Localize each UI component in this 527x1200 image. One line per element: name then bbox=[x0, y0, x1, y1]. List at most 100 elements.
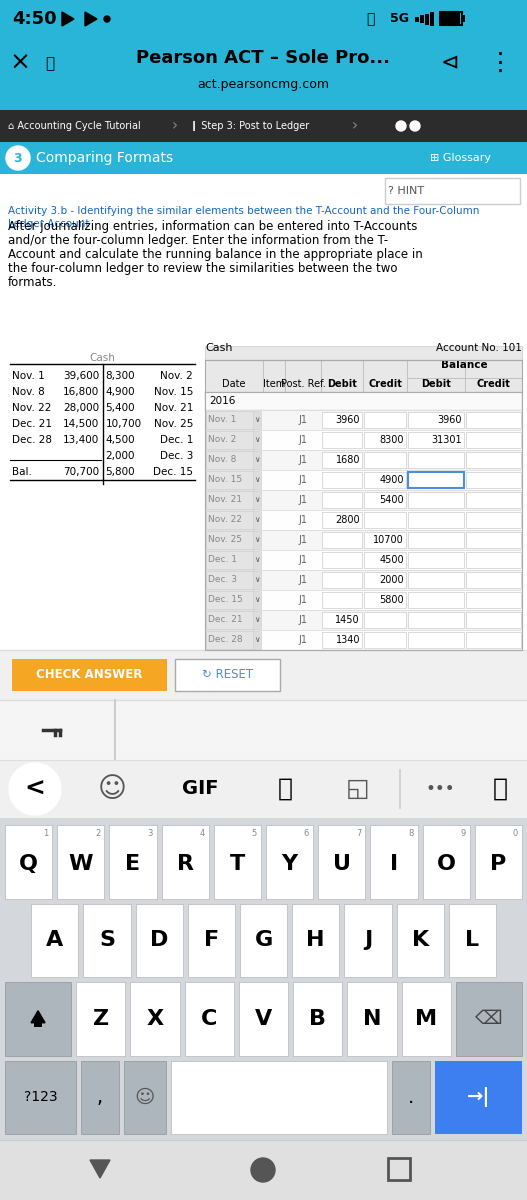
Bar bbox=[408, 512, 464, 528]
Circle shape bbox=[410, 121, 420, 131]
Bar bbox=[364, 432, 406, 448]
Text: 4500: 4500 bbox=[379, 554, 404, 565]
Text: Dec. 21: Dec. 21 bbox=[208, 616, 242, 624]
Bar bbox=[322, 432, 362, 448]
Text: Q: Q bbox=[19, 853, 38, 874]
Text: J1: J1 bbox=[298, 595, 307, 605]
Bar bbox=[364, 512, 406, 528]
Bar bbox=[253, 571, 261, 589]
Text: 8,300: 8,300 bbox=[105, 371, 135, 382]
Bar bbox=[322, 552, 362, 568]
Text: Dec. 28: Dec. 28 bbox=[12, 434, 52, 445]
Bar bbox=[266, 826, 313, 899]
Text: W: W bbox=[69, 853, 93, 874]
Text: .: . bbox=[408, 1087, 414, 1106]
Bar bbox=[423, 826, 470, 899]
Bar bbox=[462, 14, 465, 22]
Text: 70,700: 70,700 bbox=[63, 467, 100, 476]
Bar bbox=[322, 572, 362, 588]
Circle shape bbox=[104, 16, 110, 22]
Text: 5400: 5400 bbox=[379, 494, 404, 505]
Bar bbox=[253, 551, 261, 569]
Bar bbox=[322, 492, 362, 508]
Bar bbox=[206, 571, 254, 589]
Bar bbox=[253, 470, 261, 490]
Bar bbox=[430, 12, 434, 26]
Bar bbox=[420, 14, 424, 23]
Bar bbox=[135, 904, 183, 977]
Bar bbox=[456, 982, 522, 1056]
Bar bbox=[205, 490, 522, 510]
Bar bbox=[206, 410, 254, 428]
Bar bbox=[408, 532, 464, 548]
Bar bbox=[293, 982, 343, 1056]
Text: 7: 7 bbox=[356, 829, 362, 838]
Polygon shape bbox=[90, 1160, 110, 1178]
Text: Bal.: Bal. bbox=[12, 467, 32, 476]
Text: ↻ RESET: ↻ RESET bbox=[202, 668, 253, 682]
Bar bbox=[344, 904, 392, 977]
Text: Dec. 15: Dec. 15 bbox=[208, 595, 243, 605]
Bar bbox=[253, 491, 261, 509]
Bar bbox=[206, 590, 254, 608]
Text: 3960: 3960 bbox=[336, 415, 360, 425]
Text: Credit: Credit bbox=[368, 379, 402, 389]
Text: ∨: ∨ bbox=[254, 436, 260, 444]
Text: Nov. 22: Nov. 22 bbox=[12, 403, 51, 413]
Bar bbox=[184, 982, 234, 1056]
Bar bbox=[205, 392, 522, 410]
Text: 𝄣: 𝄣 bbox=[366, 12, 374, 26]
Text: 9: 9 bbox=[461, 829, 466, 838]
Text: 2,000: 2,000 bbox=[105, 451, 135, 461]
Bar bbox=[205, 470, 522, 490]
Bar bbox=[31, 904, 79, 977]
Bar bbox=[364, 412, 406, 428]
Text: Dec. 1: Dec. 1 bbox=[208, 556, 237, 564]
Bar bbox=[466, 492, 521, 508]
Bar bbox=[253, 431, 261, 449]
Bar bbox=[206, 551, 254, 569]
Bar bbox=[0, 142, 527, 174]
Bar bbox=[12, 659, 167, 691]
Bar bbox=[408, 572, 464, 588]
Text: 4,500: 4,500 bbox=[105, 434, 135, 445]
Text: 5: 5 bbox=[252, 829, 257, 838]
Text: Nov. 25: Nov. 25 bbox=[154, 419, 193, 428]
Bar bbox=[205, 610, 522, 630]
Text: <: < bbox=[25, 778, 45, 802]
Text: Nov. 1: Nov. 1 bbox=[208, 415, 237, 425]
Bar bbox=[435, 1061, 522, 1134]
Bar bbox=[0, 760, 527, 818]
Text: 2: 2 bbox=[95, 829, 101, 838]
Text: J: J bbox=[364, 930, 372, 950]
Text: T: T bbox=[230, 853, 245, 874]
Bar bbox=[408, 552, 464, 568]
Bar bbox=[322, 452, 362, 468]
Bar bbox=[292, 904, 339, 977]
Text: →|: →| bbox=[466, 1087, 490, 1108]
Text: 5800: 5800 bbox=[379, 595, 404, 605]
Text: ⋮: ⋮ bbox=[487, 52, 512, 76]
Text: ☺: ☺ bbox=[97, 775, 126, 803]
Bar bbox=[0, 700, 527, 760]
Bar bbox=[205, 450, 522, 470]
Text: 39,600: 39,600 bbox=[63, 371, 100, 382]
Text: Dec. 15: Dec. 15 bbox=[153, 467, 193, 476]
Text: M: M bbox=[415, 1009, 437, 1028]
Bar bbox=[188, 904, 235, 977]
Bar bbox=[364, 632, 406, 648]
Text: Nov. 21: Nov. 21 bbox=[208, 496, 242, 504]
Bar bbox=[205, 530, 522, 550]
Text: 4,900: 4,900 bbox=[105, 386, 135, 397]
Text: X: X bbox=[147, 1009, 163, 1028]
Text: Nov. 25: Nov. 25 bbox=[208, 535, 242, 545]
Bar bbox=[162, 826, 209, 899]
Bar bbox=[466, 552, 521, 568]
Bar bbox=[5, 1061, 76, 1134]
Bar bbox=[253, 511, 261, 529]
Text: H: H bbox=[306, 930, 325, 950]
Text: B: B bbox=[309, 1009, 326, 1028]
Text: ⊞ Glossary: ⊞ Glossary bbox=[430, 152, 491, 163]
Text: •••: ••• bbox=[425, 780, 455, 798]
Text: A: A bbox=[46, 930, 63, 950]
